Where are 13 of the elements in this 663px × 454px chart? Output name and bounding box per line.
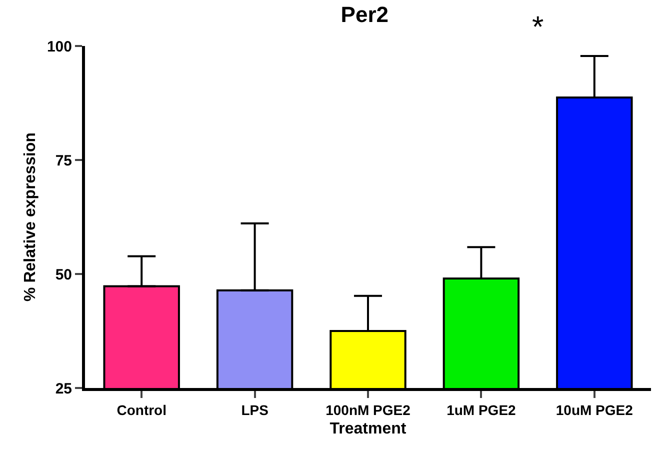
x-tick-label: LPS <box>241 402 268 418</box>
chart-title: Per2 <box>340 2 389 28</box>
x-tick-label: 100nM PGE2 <box>326 402 411 418</box>
y-axis-title: % Relative expression <box>22 132 39 302</box>
x-tick-label: 1uM PGE2 <box>446 402 516 418</box>
text: * <box>532 11 544 44</box>
y-tick-label: 25 <box>55 380 72 398</box>
x-tick-label: 10uM PGE2 <box>556 402 634 418</box>
y-tick-label: 75 <box>55 152 72 170</box>
x-tick-label: Control <box>116 402 166 418</box>
x-axis-title: Treatment <box>330 420 407 438</box>
y-tick-label: 50 <box>55 266 72 284</box>
y-tick-label: 100 <box>46 38 72 56</box>
